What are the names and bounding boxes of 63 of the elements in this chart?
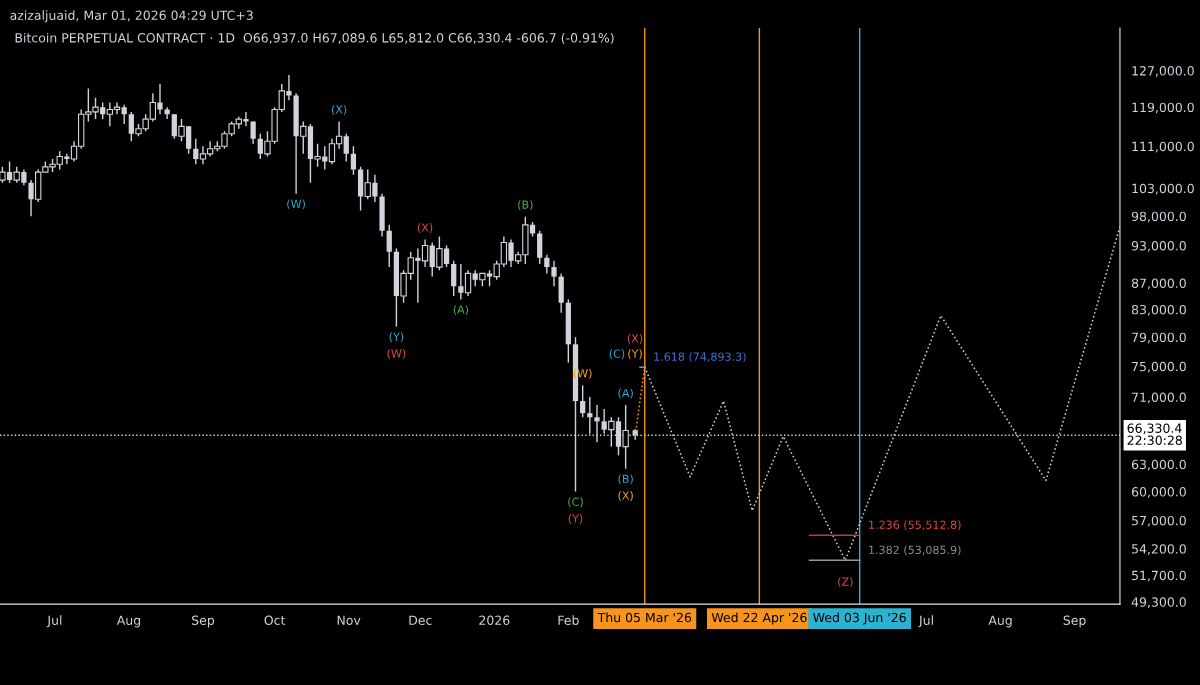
x-tick-label: Aug bbox=[988, 615, 1012, 628]
x-tick-label: Oct bbox=[264, 615, 286, 625]
y-tick-label: 57,000.0 bbox=[1132, 515, 1186, 527]
y-tick-label: 83,000.0 bbox=[1131, 304, 1186, 316]
candlestick bbox=[350, 145, 357, 176]
annotation: 1.618 (74,893.3) bbox=[654, 352, 746, 363]
y-tick-label: 93,000.0 bbox=[1131, 241, 1186, 252]
candlestick bbox=[121, 104, 127, 125]
ref-line-label: Wed 03 Jun '26 bbox=[813, 612, 906, 625]
candlestick bbox=[551, 260, 557, 287]
x-tick-label: Aug bbox=[116, 615, 141, 628]
annotation: (A) bbox=[453, 305, 469, 316]
annotation: 1.382 (53,085.9) bbox=[869, 545, 961, 556]
text: azizaljuaid, Mar 01, 2026 04:29 UTC+3 bbox=[10, 10, 253, 23]
x-tick-label: Sep bbox=[192, 615, 215, 628]
chart-title: Bitcoin PERPETUAL CONTRACT · 1D O66,937.0 H67,089.6 L65,812.0 C66,330.4 -606.7 (-0.91%) bbox=[15, 32, 614, 45]
y-tick-label: 54,200.0 bbox=[1132, 544, 1186, 555]
x-tick-label: 2026 bbox=[479, 615, 510, 625]
y-tick-label: 98,000.0 bbox=[1131, 211, 1186, 223]
annotation: (Y) bbox=[628, 349, 642, 360]
ref-line-label: 66,330.4 22:30:28 bbox=[1127, 423, 1182, 445]
x-tick-label: Feb bbox=[558, 615, 579, 625]
x-tick-label: Jul bbox=[46, 615, 62, 628]
y-tick-label: 127,000.0 bbox=[1132, 66, 1194, 77]
y-tick-label: 71,000.0 bbox=[1132, 392, 1186, 404]
annotation: (Z) bbox=[838, 577, 853, 588]
candlestick bbox=[193, 138, 199, 165]
candlestick bbox=[594, 404, 600, 444]
annotation: 1.236 (55,512.8) bbox=[869, 520, 961, 531]
y-tick-label: 79,000.0 bbox=[1132, 332, 1186, 344]
annotation: (X) bbox=[618, 491, 633, 501]
y-tick-label: 75,000.0 bbox=[1132, 361, 1186, 373]
y-tick-label: 63,000.0 bbox=[1131, 459, 1186, 471]
ref-line-label: Wed 22 Apr '26 bbox=[711, 612, 807, 625]
x-tick-label: Nov bbox=[337, 615, 361, 625]
annotation: (W) bbox=[287, 199, 305, 210]
ref-line-label: Thu 05 Mar '26 bbox=[597, 612, 692, 623]
y-tick-label: 111,000.0 bbox=[1132, 141, 1194, 153]
candlestick bbox=[343, 133, 349, 163]
y-tick-label: 49,300.0 bbox=[1131, 597, 1186, 609]
annotation: (C) bbox=[609, 349, 625, 360]
annotation: (A) bbox=[618, 388, 633, 399]
candlestick bbox=[580, 384, 586, 418]
x-tick-label: Jul bbox=[918, 615, 933, 628]
y-tick-label: 51,700.0 bbox=[1132, 570, 1186, 582]
y-tick-label: 103,000.0 bbox=[1132, 183, 1194, 195]
candlestick bbox=[386, 224, 392, 268]
candlestick bbox=[544, 254, 550, 275]
annotation: (X) bbox=[417, 223, 433, 233]
candlestick bbox=[451, 260, 457, 297]
annotation: (X) bbox=[331, 105, 347, 115]
x-tick-label: Dec bbox=[409, 615, 432, 625]
y-tick-label: 119,000.0 bbox=[1132, 102, 1194, 114]
annotation: (B) bbox=[618, 474, 633, 485]
annotation: (C) bbox=[568, 497, 583, 508]
annotation: (W) bbox=[387, 349, 406, 359]
annotation: (Y) bbox=[568, 514, 583, 524]
annotation: (B) bbox=[518, 200, 533, 211]
y-tick-label: 87,000.0 bbox=[1131, 278, 1186, 290]
annotation: (Y) bbox=[389, 332, 404, 343]
annotation: (X) bbox=[627, 333, 643, 344]
y-tick-label: 60,000.0 bbox=[1131, 487, 1186, 498]
x-tick-label: Sep bbox=[1063, 615, 1086, 628]
